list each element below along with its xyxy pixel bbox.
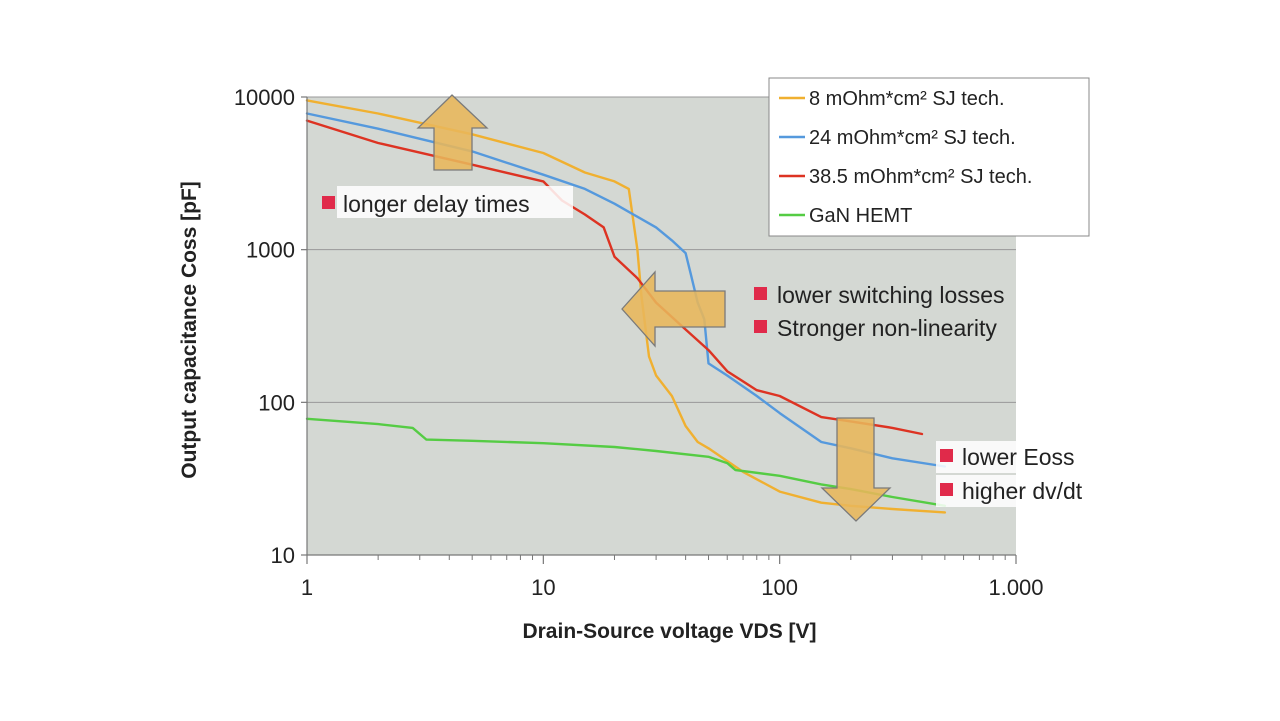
x-tick-label-2: 100: [761, 575, 798, 600]
annotation-marker-3: [940, 449, 953, 462]
y-tick-label-3: 10000: [234, 85, 295, 110]
annotation-marker-1: [754, 287, 767, 300]
x-tick-label-1: 10: [531, 575, 555, 600]
arrows-layer: [416, 94, 892, 522]
series-line-1: [305, 112, 947, 468]
arrow-left-icon: [621, 270, 726, 348]
legend: 8 mOhm*cm² SJ tech. 24 mOhm*cm² SJ tech. 3…: [768, 77, 1090, 237]
y-axis-title: Output capacitance Coss [pF]: [178, 181, 201, 479]
annotation-text-1: lower switching losses: [777, 282, 1005, 308]
y-tick-label-1: 100: [258, 390, 295, 415]
x-axis-title: Drain-Source voltage VDS [V]: [522, 620, 816, 643]
legend-label-0: 8 mOhm*cm² SJ tech.: [809, 88, 1005, 110]
annotation-text-4: higher dv/dt: [962, 478, 1083, 504]
annotation-text-3: lower Eoss: [962, 444, 1074, 470]
annotation-marker-2: [754, 320, 767, 333]
y-tick-label-2: 1000: [246, 238, 295, 263]
annotation-marker-4: [940, 483, 953, 496]
arrow-down-icon: [820, 417, 892, 522]
y-tick-label-0: 10: [271, 543, 295, 568]
annotation-bg-0: [337, 186, 573, 218]
annotation-layer: longer delay times lower switching losses…: [322, 186, 1116, 507]
series-line-0: [305, 99, 947, 514]
x-tick-label-0: 1: [301, 575, 313, 600]
legend-label-1: 24 mOhm*cm² SJ tech.: [809, 127, 1016, 149]
arrow-up-icon: [416, 94, 489, 171]
legend-label-3: GaN HEMT: [809, 205, 912, 227]
legend-label-2: 38.5 mOhm*cm² SJ tech.: [809, 166, 1032, 188]
annotation-bg-4: [936, 475, 1116, 507]
annotation-text-0: longer delay times: [343, 191, 530, 217]
x-tick-label-3: 1.000: [988, 575, 1043, 600]
series-line-3: [305, 417, 947, 507]
annotation-marker-0: [322, 196, 335, 209]
annotation-bg-3: [936, 441, 1096, 473]
annotation-text-2: Stronger non-linearity: [777, 315, 997, 341]
legend-box: [768, 77, 1090, 237]
